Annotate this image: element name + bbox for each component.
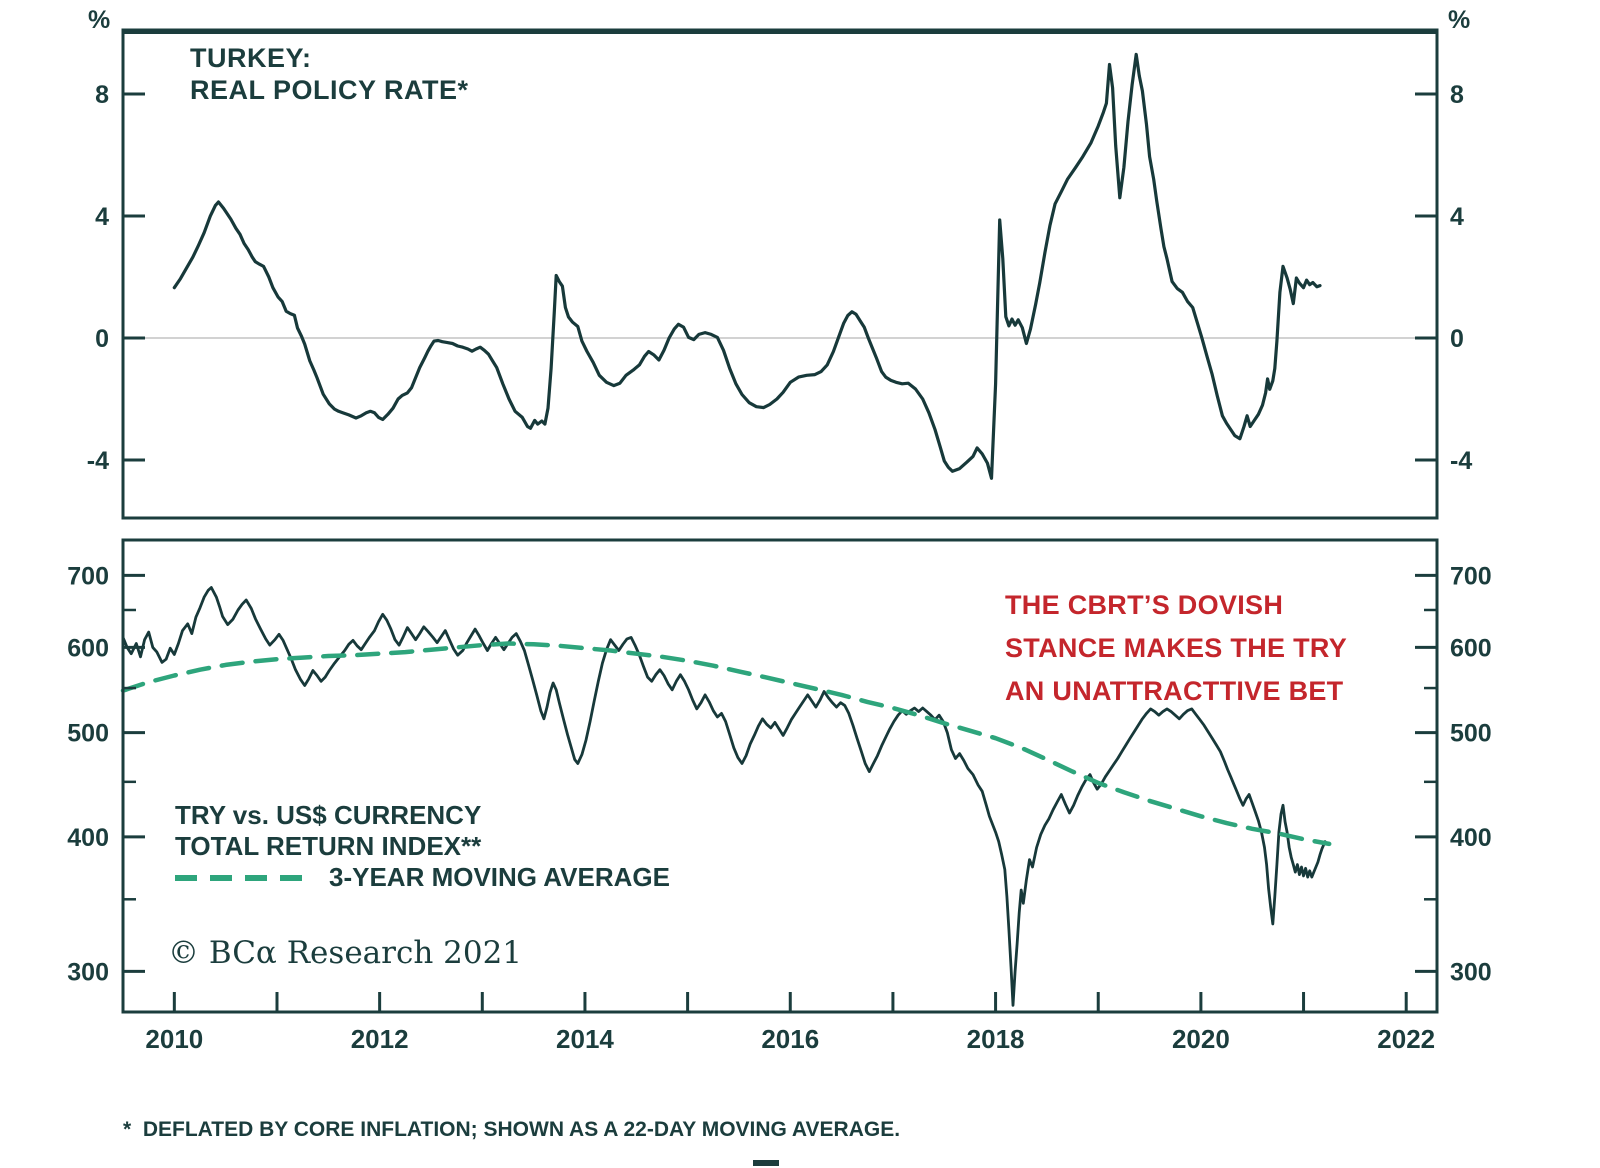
svg-text:400: 400 (67, 824, 109, 852)
legend-moving-average-row: 3-YEAR MOVING AVERAGE (175, 862, 670, 893)
try-index-line (121, 586, 1327, 1007)
bottom-panel-frame (121, 538, 1439, 1014)
bottom-panel-legend: TRY vs. US$ CURRENCY TOTAL RETURN INDEX*… (175, 800, 670, 893)
svg-text:2016: 2016 (761, 1024, 819, 1054)
svg-text:-4: -4 (1450, 447, 1472, 475)
policy-rate-line (172, 52, 1322, 480)
top-panel-y-ticks (123, 92, 1437, 462)
annotation-line-1: THE CBRT’S DOVISH (1005, 590, 1284, 620)
svg-text:2020: 2020 (1172, 1024, 1230, 1054)
title-line-2: REAL POLICY RATE* (190, 75, 469, 105)
top-panel-title: TURKEY: REAL POLICY RATE* (190, 42, 469, 106)
annotation-line-2: STANCE MAKES THE TRY (1005, 633, 1348, 663)
svg-text:700: 700 (67, 562, 109, 590)
svg-text:2010: 2010 (145, 1024, 203, 1054)
svg-text:700: 700 (1450, 562, 1492, 590)
bottom-panel-y-labels: 300 300 400 400 500 500 600 600 700 700 (67, 562, 1491, 986)
svg-text:400: 400 (1450, 824, 1492, 852)
title-line-1: TURKEY: (190, 43, 312, 73)
svg-text:600: 600 (67, 634, 109, 662)
bottom-panel-y-ticks (123, 573, 1437, 973)
svg-text:0: 0 (95, 325, 109, 353)
dashed-line-swatch (175, 874, 315, 881)
moving-average-line (120, 641, 1332, 847)
svg-text:8: 8 (1450, 81, 1464, 109)
x-axis-labels: 2010 2012 2014 2016 2018 2020 2022 (145, 1024, 1435, 1054)
svg-text:2014: 2014 (556, 1024, 614, 1054)
svg-text:500: 500 (67, 720, 109, 748)
svg-text:2012: 2012 (351, 1024, 409, 1054)
svg-text:300: 300 (67, 958, 109, 986)
annotation-line-3: AN UNATTRACTTIVE BET (1005, 676, 1344, 706)
annotation-text: THE CBRT’S DOVISH STANCE MAKES THE TRY A… (1005, 584, 1347, 713)
svg-text:2018: 2018 (967, 1024, 1025, 1054)
footnotes: * DEFLATED BY CORE INFLATION; SHOWN AS A… (123, 1062, 913, 1168)
percent-unit-left: % (88, 6, 111, 34)
x-axis-ticks (172, 992, 1408, 1012)
svg-text:500: 500 (1450, 720, 1492, 748)
svg-text:4: 4 (95, 203, 109, 231)
svg-text:0: 0 (1450, 325, 1464, 353)
legend-series-name-line-2: TOTAL RETURN INDEX** (175, 831, 482, 861)
svg-text:-4: -4 (87, 447, 109, 475)
footnote-1: * DEFLATED BY CORE INFLATION; SHOWN AS A… (123, 1118, 901, 1141)
legend-series-name-line-1: TRY vs. US$ CURRENCY (175, 800, 482, 830)
page-edge-mark (753, 1160, 779, 1166)
copyright-notice: © BCα Research 2021 (168, 935, 523, 971)
top-panel-y-labels: -4 -4 0 0 4 4 8 8 (87, 81, 1473, 475)
svg-text:2022: 2022 (1377, 1024, 1435, 1054)
percent-unit-right: % (1448, 6, 1471, 34)
svg-text:300: 300 (1450, 958, 1492, 986)
legend-moving-average-label: 3-YEAR MOVING AVERAGE (329, 862, 670, 892)
svg-text:4: 4 (1450, 203, 1464, 231)
top-panel-frame (121, 28, 1439, 520)
svg-text:8: 8 (95, 81, 109, 109)
svg-text:600: 600 (1450, 634, 1492, 662)
